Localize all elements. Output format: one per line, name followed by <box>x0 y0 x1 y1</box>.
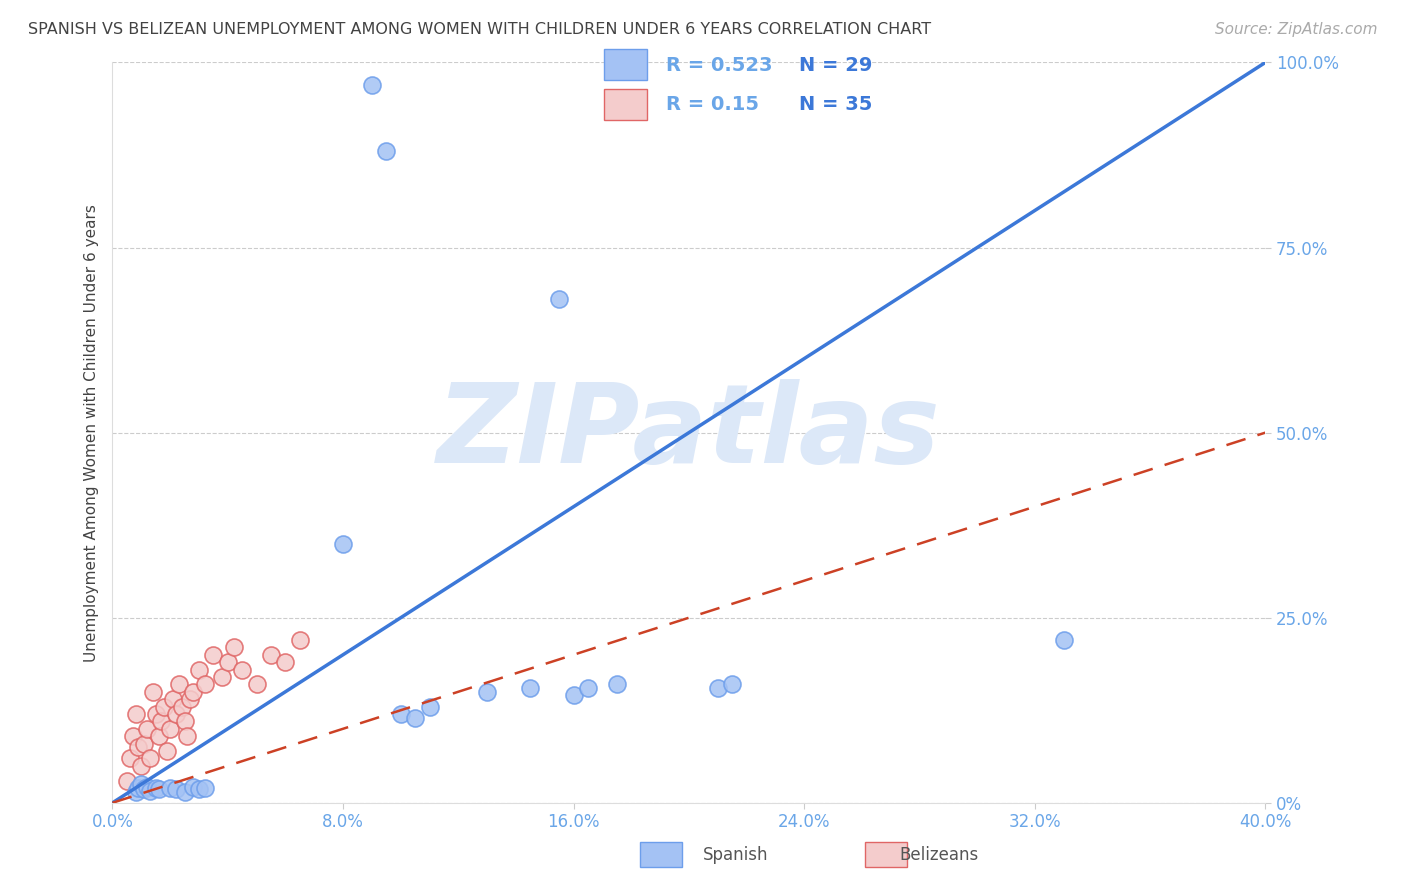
Point <box>162 692 184 706</box>
Point <box>129 777 153 791</box>
Point <box>475 685 499 699</box>
Bar <box>603 49 647 80</box>
Point <box>170 699 193 714</box>
Point <box>332 536 354 550</box>
Point <box>194 677 217 691</box>
Point <box>202 648 225 662</box>
Point <box>211 670 233 684</box>
Point <box>165 782 187 797</box>
Point <box>217 655 239 669</box>
Text: N = 35: N = 35 <box>799 95 872 114</box>
Point <box>136 780 159 794</box>
Point <box>260 648 283 662</box>
Point <box>181 685 204 699</box>
Y-axis label: Unemployment Among Women with Children Under 6 years: Unemployment Among Women with Children U… <box>83 203 98 662</box>
Text: Belizeans: Belizeans <box>900 846 979 863</box>
Point <box>606 677 628 691</box>
Point <box>173 785 195 799</box>
Point <box>562 689 585 703</box>
Point <box>165 706 187 721</box>
Point <box>274 655 297 669</box>
Point <box>167 677 190 691</box>
Point <box>156 744 179 758</box>
Text: R = 0.15: R = 0.15 <box>665 95 759 114</box>
Point <box>142 685 165 699</box>
Text: SPANISH VS BELIZEAN UNEMPLOYMENT AMONG WOMEN WITH CHILDREN UNDER 6 YEARS CORRELA: SPANISH VS BELIZEAN UNEMPLOYMENT AMONG W… <box>28 22 931 37</box>
Point <box>148 782 170 797</box>
Point <box>127 740 149 755</box>
Point <box>121 729 143 743</box>
Text: R = 0.523: R = 0.523 <box>665 55 772 75</box>
Point <box>188 782 211 797</box>
Point <box>115 773 138 788</box>
Point <box>153 699 176 714</box>
Point <box>246 677 269 691</box>
Point <box>176 729 198 743</box>
Point <box>124 706 146 721</box>
Point <box>1053 632 1076 647</box>
Point <box>375 145 398 159</box>
Point <box>150 714 173 729</box>
Point <box>288 632 311 647</box>
Point <box>404 711 426 725</box>
Point <box>519 681 541 695</box>
Text: Source: ZipAtlas.com: Source: ZipAtlas.com <box>1215 22 1378 37</box>
Point <box>222 640 245 655</box>
Text: ZIPatlas: ZIPatlas <box>437 379 941 486</box>
Point <box>148 729 170 743</box>
Point <box>129 758 153 772</box>
Bar <box>603 89 647 120</box>
Point <box>127 780 149 795</box>
Point <box>194 780 217 795</box>
Text: Spanish: Spanish <box>703 846 769 863</box>
Point <box>188 663 211 677</box>
Point <box>181 780 204 794</box>
Point <box>231 663 253 677</box>
Point <box>360 78 382 92</box>
Point <box>419 699 441 714</box>
Point <box>145 780 167 795</box>
Point <box>118 751 141 765</box>
Text: N = 29: N = 29 <box>799 55 872 75</box>
Point <box>136 722 159 736</box>
Point <box>134 782 156 797</box>
Point <box>389 706 412 721</box>
Point <box>145 706 167 721</box>
Point <box>576 681 599 695</box>
Point <box>548 293 571 307</box>
Point <box>139 751 162 765</box>
Point <box>159 780 181 795</box>
Point <box>134 737 156 751</box>
Point <box>139 784 162 798</box>
Point <box>124 785 146 799</box>
Point <box>179 692 201 706</box>
Point <box>173 714 195 729</box>
Point <box>721 677 744 691</box>
Point <box>159 722 181 736</box>
Point <box>707 681 730 695</box>
